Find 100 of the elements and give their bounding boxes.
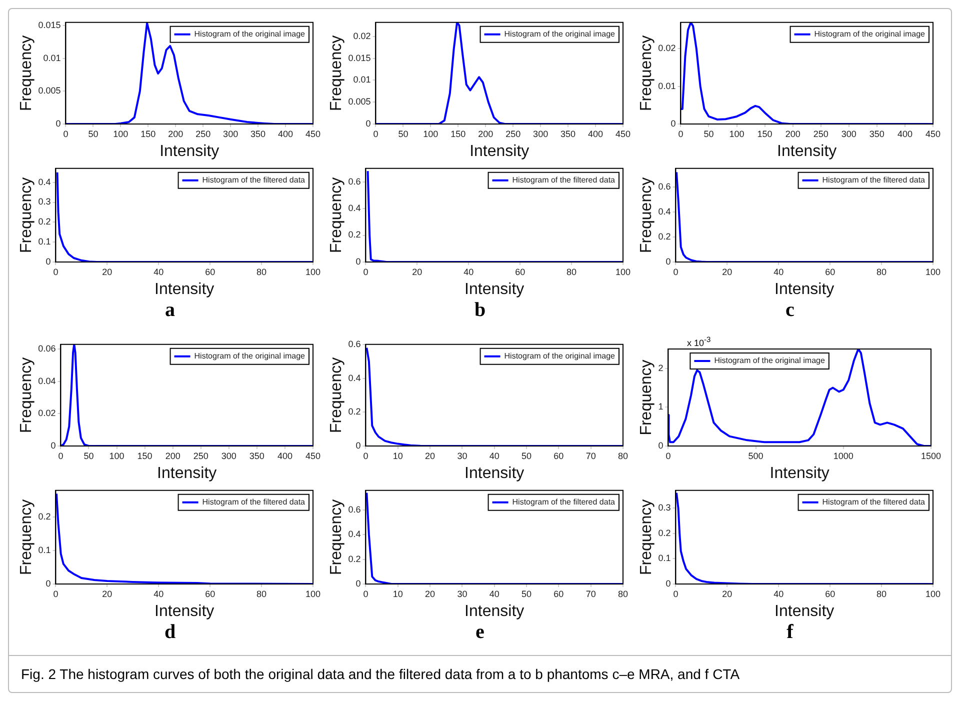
legend-label: Histogram of the original image [504,352,616,361]
y-tick-label: 0.04 [38,376,56,386]
y-tick-label: 0 [356,578,361,588]
y-tick-label: 0.2 [38,512,51,522]
y-tick-label: 0.6 [348,504,361,515]
y-tick-label: 1 [658,402,664,412]
x-tick-label: 1500 [920,450,942,461]
x-tick-label: 100 [109,450,124,461]
x-tick-label: 450 [925,128,941,139]
y-tick-label: 0.1 [38,545,51,556]
y-tick-label: 0 [658,440,664,450]
x-tick-label: 10 [392,450,403,461]
y-axis-title: Frequency [328,357,346,433]
y-axis-title: Frequency [328,177,346,253]
y-tick-label: 0.02 [353,30,371,41]
legend-label: Histogram of the filtered data [202,498,306,507]
y-tick-label: 0.3 [658,502,671,513]
x-tick-label: 100 [729,128,744,139]
y-tick-label: 0 [666,256,671,266]
x-axis-title: Intensity [154,602,214,620]
x-tick-label: 40 [489,588,500,599]
x-tick-label: 40 [774,266,784,277]
x-tick-label: 0 [373,128,378,139]
x-axis-title: Intensity [464,602,524,620]
y-tick-label: 0.005 [38,86,61,96]
x-tick-label: 300 [223,128,238,139]
x-axis-title: Intensity [464,464,524,482]
x-tick-label: 450 [615,128,631,139]
y-axis-title: Frequency [638,360,656,436]
text: c [784,299,796,323]
x-tick-label: 30 [457,450,468,461]
x-tick-label: 1000 [833,450,854,461]
y-tick-label: 0.2 [348,230,361,240]
y-tick-label: 0.2 [658,232,671,242]
y-tick-label: 0.01 [43,52,61,63]
x-axis-title: Intensity [777,142,837,160]
y-tick-label: 0 [46,578,51,588]
legend-label: Histogram of the filtered data [822,498,926,507]
x-tick-label: 80 [618,588,628,599]
x-tick-label: 60 [825,588,836,599]
x-tick-label: 60 [554,450,564,461]
y-tick-label: 0.02 [658,43,676,54]
x-tick-label: 50 [522,450,532,461]
y-tick-label: 0.4 [348,529,361,540]
x-tick-label: 200 [785,128,800,139]
x-tick-label: 0 [63,128,68,139]
y-tick-label: 0.06 [38,344,56,354]
x-tick-label: 40 [464,266,474,277]
x-tick-label: 80 [876,588,887,599]
x-tick-label: 100 [113,128,128,139]
y-tick-label: 0.01 [658,80,676,91]
y-tick-label: 0.2 [348,554,361,564]
text: x 10$^{-3}$ [687,335,711,348]
legend-label: Histogram of the original image [194,30,306,39]
x-tick-label: 350 [869,128,884,139]
y-axis-title: Frequency [18,177,36,253]
y-axis-title: Frequency [638,499,656,575]
x-tick-label: 10 [392,588,403,599]
legend-label: Histogram of the filtered data [822,176,926,185]
x-axis-title: Intensity [157,464,217,482]
x-tick-label: 70 [586,588,596,599]
y-tick-label: 0.6 [348,176,361,186]
x-tick-label: 400 [278,128,294,139]
x-tick-label: 100 [423,128,438,139]
x-tick-label: 80 [876,266,887,277]
legend-label: Histogram of the original image [504,30,616,39]
x-tick-label: 500 [748,450,764,461]
y-tick-label: 0.1 [658,553,671,564]
x-tick-label: 200 [478,128,494,139]
y-tick-label: 0 [56,118,61,128]
x-tick-label: 200 [165,450,180,461]
y-tick-label: 0.01 [353,74,371,85]
x-tick-label: 60 [515,266,526,277]
x-tick-label: 250 [193,450,208,461]
x-tick-label: 350 [250,128,266,139]
x-axis-title: Intensity [774,280,834,298]
x-tick-label: 450 [305,450,321,461]
x-tick-label: 50 [398,128,408,139]
x-tick-label: 60 [554,588,564,599]
x-tick-label: 150 [757,128,772,139]
x-tick-label: 20 [102,588,112,599]
x-tick-label: 50 [84,450,94,461]
x-tick-label: 100 [925,266,941,277]
x-tick-label: 20 [722,266,732,277]
legend-label: Histogram of the filtered data [512,176,616,185]
x-tick-label: 300 [533,128,548,139]
x-tick-label: 20 [425,450,436,461]
legend-label: Histogram of the original image [714,356,826,366]
x-tick-label: 40 [154,588,164,599]
x-tick-label: 150 [140,128,156,139]
y-tick-label: 0.005 [348,96,371,107]
x-tick-label: 150 [137,450,152,461]
y-axis-title: Frequency [18,357,36,433]
x-axis-title: Intensity [774,602,834,620]
x-tick-label: 250 [506,128,521,139]
y-tick-label: 0.02 [38,408,56,418]
y-tick-label: 0.015 [38,20,61,30]
x-tick-label: 20 [722,588,732,599]
x-tick-label: 50 [522,588,532,599]
y-tick-label: 0.6 [348,338,361,349]
